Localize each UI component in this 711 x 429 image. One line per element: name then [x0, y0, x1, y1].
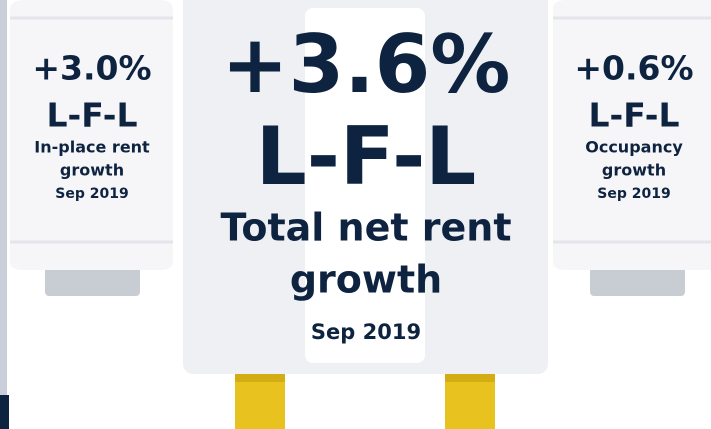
card-tab — [45, 262, 140, 296]
card-date: Sep 2019 — [311, 320, 421, 344]
card-unit: L-F-L — [47, 96, 138, 135]
prong-band — [235, 372, 285, 382]
card-body — [553, 0, 711, 270]
center-card: +3.6% L-F-L Total net rent growth Sep 20… — [183, 0, 548, 429]
left-card: +3.0% L-F-L In-place rent growth Sep 201… — [10, 0, 173, 296]
card-value: +3.6% — [222, 18, 511, 111]
prong-band — [445, 372, 495, 382]
card-label: growth — [602, 161, 666, 180]
card-label: In-place rent — [34, 138, 150, 157]
card-date: Sep 2019 — [597, 186, 670, 202]
edge-strip — [0, 0, 7, 395]
card-value: +3.0% — [32, 49, 151, 88]
card-date: Sep 2019 — [55, 186, 128, 202]
card-unit: L-F-L — [256, 110, 477, 203]
card-unit: L-F-L — [589, 96, 680, 135]
right-card: +0.6% L-F-L Occupancy growth Sep 2019 — [553, 0, 711, 296]
card-strip — [305, 8, 425, 363]
card-label: Occupancy — [585, 138, 683, 157]
card-label: growth — [290, 258, 442, 302]
card-body — [10, 0, 173, 270]
card-value: +0.6% — [574, 49, 693, 88]
card-label: Total net rent — [221, 206, 512, 250]
card-label: growth — [60, 161, 124, 180]
edge-block — [0, 395, 9, 429]
card-tab — [590, 262, 685, 296]
